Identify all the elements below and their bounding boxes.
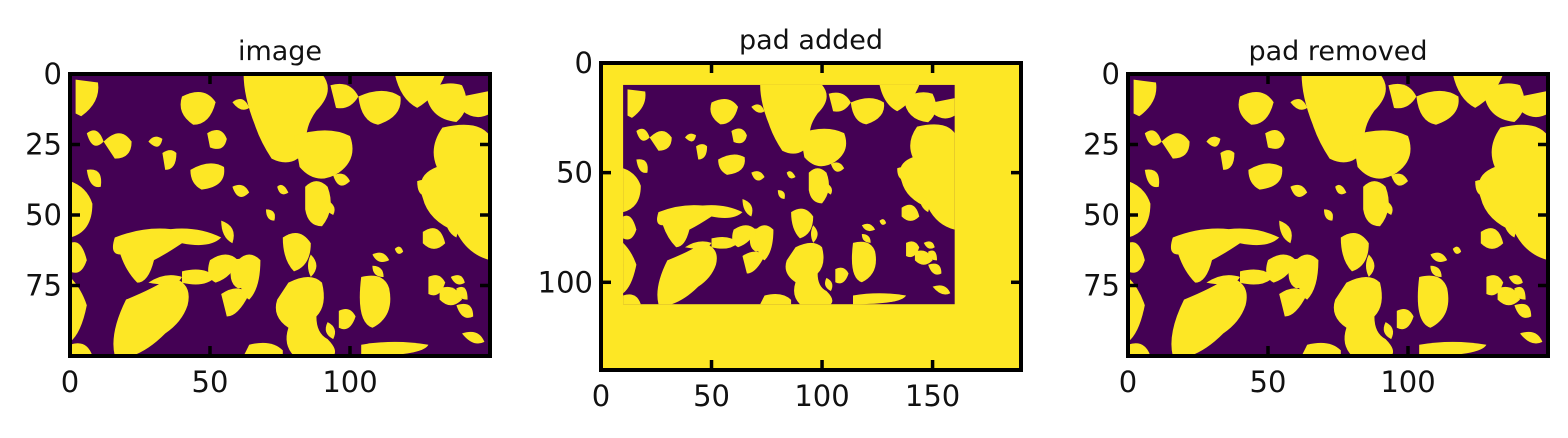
x-tick-label: 50 bbox=[192, 365, 229, 399]
panel-3: pad removed 0 50 100 0 25 50 75 bbox=[1083, 36, 1550, 399]
panel-1: image 0 50 100 0 25 50 75 bbox=[25, 36, 492, 399]
y-tick-label: 25 bbox=[1083, 128, 1120, 162]
heatmap-image bbox=[70, 74, 490, 356]
y-tick-label: 50 bbox=[556, 156, 593, 190]
y-tick-label: 75 bbox=[1083, 269, 1120, 303]
panel-title: image bbox=[238, 36, 322, 67]
panel-2: pad added 0 50 100 150 0 50 100 bbox=[538, 25, 1023, 413]
panel-title: pad added bbox=[739, 25, 883, 56]
y-tick-label: 75 bbox=[25, 269, 62, 303]
y-tick-label: 0 bbox=[1102, 57, 1120, 91]
y-tick-label: 50 bbox=[25, 198, 62, 232]
x-tick-label: 0 bbox=[1119, 365, 1137, 399]
heatmap-image bbox=[1128, 74, 1548, 356]
x-tick-label: 100 bbox=[794, 379, 849, 413]
x-tick-label: 50 bbox=[1250, 365, 1287, 399]
axes-frame bbox=[599, 61, 1023, 372]
x-tick-label: 100 bbox=[322, 365, 377, 399]
x-tick-label: 0 bbox=[592, 379, 610, 413]
y-tick-label: 0 bbox=[575, 46, 593, 80]
x-tick-label: 0 bbox=[61, 365, 79, 399]
x-tick-label: 100 bbox=[1380, 365, 1435, 399]
x-tick-label: 50 bbox=[693, 379, 730, 413]
y-tick-label: 25 bbox=[25, 128, 62, 162]
y-tick-label: 0 bbox=[44, 57, 62, 91]
panel-title: pad removed bbox=[1248, 36, 1427, 67]
heatmap-image bbox=[601, 63, 1021, 370]
x-tick-label: 150 bbox=[905, 379, 960, 413]
y-tick-label: 50 bbox=[1083, 198, 1120, 232]
y-tick-label: 100 bbox=[538, 265, 593, 299]
